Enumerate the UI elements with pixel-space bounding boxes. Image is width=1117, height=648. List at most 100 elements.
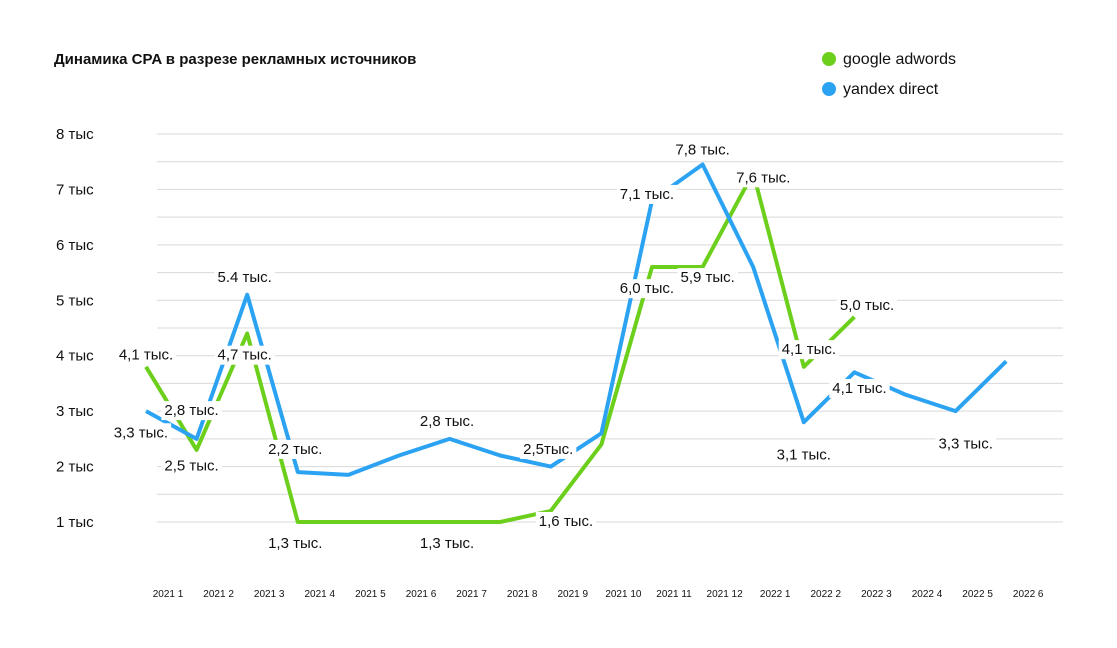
- data-label-text: 3,3 тыс.: [939, 435, 993, 452]
- series-line-google-adwords: [144, 170, 856, 524]
- data-label: 5,9 тыс.: [677, 268, 738, 288]
- data-label-bg: [265, 439, 326, 459]
- data-label-bg: [677, 268, 738, 288]
- data-label: 2,5тыс.: [520, 439, 577, 459]
- data-label-text: 1,3 тыс.: [420, 535, 474, 552]
- x-tick-label: 2021 9: [558, 589, 589, 600]
- data-label-text: 2,5тыс.: [523, 441, 573, 458]
- x-tick-label: 2021 1: [153, 589, 184, 600]
- data-label: 3,3 тыс.: [935, 434, 996, 454]
- y-tick-label: 1 тыс: [56, 514, 94, 531]
- data-label: 2,2 тыс.: [265, 439, 326, 459]
- data-label: 4,1 тыс.: [115, 345, 177, 365]
- x-axis: 2021 1 2021 2 2021 3 2021 4 2021 5 2021 6 2021…: [153, 589, 1044, 600]
- x-tick-label: 2021 6: [406, 589, 437, 600]
- x-tick-label: 2022 4: [912, 589, 943, 600]
- data-label-text: 3,3 тыс.: [114, 424, 168, 441]
- data-label-bg: [265, 534, 326, 554]
- y-tick-label: 4 тыс: [56, 348, 94, 365]
- data-labels: 4,1 тыс. 2,8 тыс. 3,3 тыс. 2,5 тыс. 5.4 тыс.…: [110, 140, 996, 554]
- data-label: 1,6 тыс.: [535, 511, 597, 531]
- series-line-yandex-direct: [145, 162, 1008, 477]
- data-label-text: 1,3 тыс.: [268, 535, 322, 552]
- y-axis: 1 тыс 2 тыс 3 тыс 4 тыс 5 тыс 6 тыс 7 тыс 8 тыс: [56, 126, 94, 531]
- data-label-text: 7,1 тыс.: [620, 186, 674, 203]
- x-tick-label: 2022 5: [962, 589, 993, 600]
- x-tick-label: 2022 2: [811, 589, 842, 600]
- y-tick-label: 7 тыс: [56, 181, 94, 198]
- data-label-text: 2,2 тыс.: [268, 441, 322, 458]
- y-tick-label: 5 тыс: [56, 292, 94, 309]
- data-label: 3,3 тыс.: [110, 423, 172, 443]
- data-label-bg: [829, 378, 890, 398]
- chart-title: Динамика CPA в разрезе рекламных источни…: [54, 51, 416, 68]
- data-label: 7,8 тыс.: [672, 140, 733, 160]
- x-tick-label: 2021 3: [254, 589, 285, 600]
- data-label-text: 7,6 тыс.: [736, 169, 790, 186]
- data-label-bg: [616, 184, 678, 204]
- data-label-bg: [161, 401, 222, 421]
- data-label-bg: [778, 340, 840, 360]
- data-label-bg: [416, 534, 478, 554]
- data-label: 4,1 тыс.: [829, 378, 890, 398]
- data-label-text: 6,0 тыс.: [620, 280, 674, 297]
- legend: google adwords yandex direct: [822, 51, 956, 98]
- x-tick-label: 2021 10: [605, 589, 642, 600]
- legend-label: yandex direct: [843, 81, 939, 98]
- data-label: 6,0 тыс.: [616, 279, 678, 299]
- data-label: 4,1 тыс.: [778, 340, 840, 360]
- x-tick-label: 2021 5: [355, 589, 386, 600]
- data-label-text: 5,9 тыс.: [680, 269, 734, 286]
- data-label-bg: [161, 456, 222, 476]
- data-label: 1,3 тыс.: [416, 534, 478, 554]
- data-label-bg: [535, 511, 597, 531]
- x-tick-label: 2021 11: [656, 589, 692, 600]
- legend-marker: [822, 82, 836, 96]
- x-tick-label: 2022 3: [861, 589, 892, 600]
- data-label-bg: [416, 412, 478, 432]
- x-tick-label: 2022 6: [1013, 589, 1044, 600]
- data-label: 2,8 тыс.: [161, 401, 222, 421]
- data-label: 5.4 тыс.: [214, 268, 275, 288]
- data-label-bg: [935, 434, 996, 454]
- data-label-text: 2,8 тыс.: [420, 413, 474, 430]
- x-tick-label: 2021 2: [203, 589, 234, 600]
- x-tick-label: 2022 1: [760, 589, 791, 600]
- data-label-bg: [836, 295, 898, 315]
- x-tick-label: 2021 4: [305, 589, 336, 600]
- data-label-text: 4,1 тыс.: [119, 347, 173, 364]
- data-label: 5,0 тыс.: [836, 295, 898, 315]
- x-tick-label: 2021 7: [456, 589, 487, 600]
- legend-marker: [822, 52, 836, 66]
- data-label-text: 1,6 тыс.: [539, 513, 593, 530]
- data-label-text: 2,5 тыс.: [164, 458, 218, 475]
- data-label-text: 2,8 тыс.: [164, 402, 218, 419]
- y-tick-label: 3 тыс: [56, 403, 94, 420]
- data-label-bg: [733, 168, 794, 188]
- data-label: 2,5 тыс.: [161, 456, 222, 476]
- data-label-text: 4,1 тыс.: [832, 380, 886, 397]
- x-tick-label: 2021 12: [707, 589, 744, 600]
- data-label-text: 5.4 тыс.: [217, 269, 271, 286]
- data-label-bg: [214, 345, 275, 365]
- x-tick-label: 2021 8: [507, 589, 538, 600]
- series-lines: [144, 162, 1008, 524]
- data-label-text: 7,8 тыс.: [675, 142, 729, 159]
- data-label: 7,1 тыс.: [616, 184, 678, 204]
- grid-lines: [157, 133, 1063, 523]
- legend-item: yandex direct: [822, 81, 939, 98]
- data-label-text: 4,7 тыс.: [217, 347, 271, 364]
- data-label-text: 4,1 тыс.: [782, 341, 836, 358]
- data-label-bg: [110, 423, 172, 443]
- data-label: 4,7 тыс.: [214, 345, 275, 365]
- data-label-bg: [115, 345, 177, 365]
- data-label-bg: [773, 445, 834, 465]
- data-label: 7,6 тыс.: [733, 168, 794, 188]
- legend-item: google adwords: [822, 51, 956, 68]
- data-label-text: 3,1 тыс.: [777, 446, 831, 463]
- data-label: 2,8 тыс.: [416, 412, 478, 432]
- data-label: 1,3 тыс.: [265, 534, 326, 554]
- y-tick-label: 8 тыс: [56, 126, 94, 143]
- y-tick-label: 6 тыс: [56, 237, 94, 254]
